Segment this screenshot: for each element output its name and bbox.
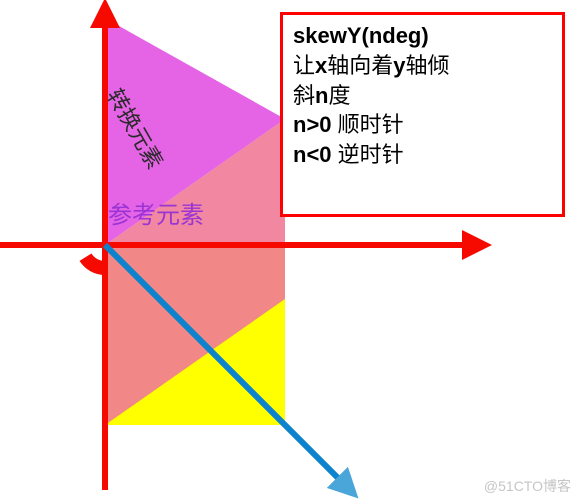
watermark: @51CTO博客: [484, 476, 571, 496]
info-desc-2: 斜n度: [293, 81, 552, 111]
info-line-negative: n<0 逆时针: [293, 140, 552, 170]
angle-indicator: [80, 253, 105, 275]
info-line-positive: n>0 顺时针: [293, 110, 552, 140]
info-box: skewY(ndeg) 让x轴向着y轴倾 斜n度 n>0 顺时针 n<0 逆时针: [280, 12, 565, 217]
info-desc: 让x轴向着y轴倾: [293, 51, 552, 81]
info-title: skewY(ndeg): [293, 23, 552, 49]
